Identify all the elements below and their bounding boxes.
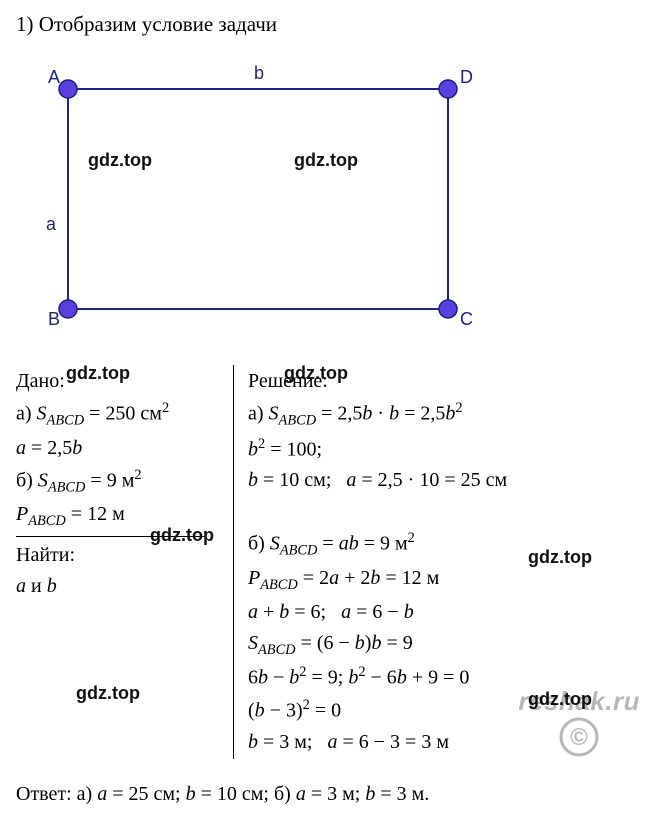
gdz-watermark: gdz.top — [88, 150, 152, 171]
svg-text:C: C — [460, 309, 473, 329]
given-b-line-0: б) SABCD = 9 м2 — [16, 465, 223, 499]
rectangle-diagram: A D B Cb a gdz.top gdz.top — [16, 55, 496, 335]
svg-text:A: A — [48, 67, 60, 87]
find-line: a и b — [16, 572, 223, 601]
solution-title: Решение: — [248, 367, 634, 396]
solution-a-line-2: b = 10 см; a = 2,5 · 10 = 25 см — [248, 466, 634, 495]
svg-text:a: a — [46, 214, 57, 234]
gdz-watermark: gdz.top — [528, 547, 592, 568]
given-title: Дано: — [16, 367, 223, 396]
given-a-line-1: a = 2,5b — [16, 434, 223, 463]
solution-a-line-1: b2 = 100; — [248, 434, 634, 465]
svg-text:D: D — [460, 67, 473, 87]
answer-line: Ответ: а) a = 25 см; b = 10 см; б) a = 3… — [16, 783, 634, 806]
gdz-watermark: gdz.top — [150, 525, 214, 546]
gdz-watermark: gdz.top — [76, 683, 140, 704]
gdz-watermark: gdz.top — [528, 689, 592, 710]
solution-b-line-2: a + b = 6; a = 6 − b — [248, 598, 634, 627]
solution-spacer — [248, 497, 634, 526]
svg-text:B: B — [48, 309, 60, 329]
heading: 1) Отобразим условие задачи — [16, 12, 634, 37]
solution-b-line-3: SABCD = (6 − b)b = 9 — [248, 629, 634, 661]
gdz-watermark: gdz.top — [294, 150, 358, 171]
solution-a-line-0: a) SABCD = 2,5b · b = 2,5b2 — [248, 398, 634, 432]
given-solution-columns: Дано: a) SABCD = 250 см2a = 2,5b б) SABC… — [16, 365, 634, 759]
diagram-svg: A D B Cb a — [16, 55, 496, 335]
given-a-line-0: a) SABCD = 250 см2 — [16, 398, 223, 432]
solution-b-line-1: PABCD = 2a + 2b = 12 м — [248, 564, 634, 596]
solution-b-line-6: b = 3 м; a = 6 − 3 = 3 м — [248, 728, 634, 757]
svg-text:b: b — [254, 63, 264, 83]
